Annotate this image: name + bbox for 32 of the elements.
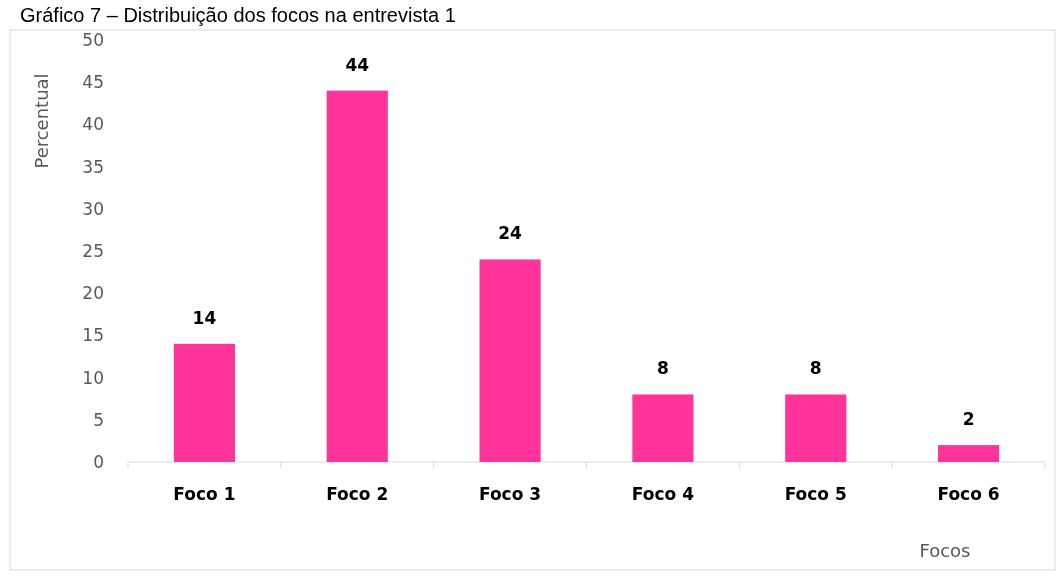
- y-tick-label: 25: [82, 241, 104, 261]
- x-tick-label: Foco 3: [479, 484, 542, 504]
- y-tick-label: 35: [82, 156, 104, 177]
- y-tick-label: 40: [82, 114, 104, 135]
- y-tick-label: 45: [82, 72, 104, 93]
- x-axis-title: Focos: [919, 540, 971, 561]
- data-label: 44: [345, 54, 370, 75]
- x-tick-label: Foco 5: [784, 484, 847, 504]
- y-tick-label: 10: [82, 367, 104, 388]
- data-label: 8: [656, 358, 669, 379]
- bar: [785, 394, 847, 462]
- y-tick-label: 50: [82, 30, 104, 50]
- y-tick-label: 30: [82, 198, 104, 219]
- x-tick-label: Foco 6: [937, 484, 1000, 504]
- bar: [632, 394, 694, 462]
- bar: [479, 259, 541, 462]
- y-tick-label: 0: [93, 452, 104, 472]
- bar: [326, 90, 388, 462]
- bar: [938, 445, 1000, 462]
- y-axis-title: Percentual: [31, 73, 52, 169]
- data-label: 8: [809, 358, 822, 379]
- x-tick-label: Foco 4: [631, 484, 695, 504]
- chart-title: Gráfico 7 – Distribuição dos focos na entrevista 1: [20, 4, 456, 26]
- bar: [173, 343, 235, 462]
- y-tick-label: 15: [82, 325, 104, 346]
- y-tick-label: 20: [82, 283, 104, 304]
- data-label: 24: [498, 223, 523, 244]
- data-label: 14: [192, 307, 217, 328]
- data-label: 2: [962, 409, 975, 430]
- y-tick-label: 5: [93, 409, 104, 430]
- x-tick-label: Foco 2: [326, 484, 389, 504]
- x-tick-label: Foco 1: [173, 484, 236, 504]
